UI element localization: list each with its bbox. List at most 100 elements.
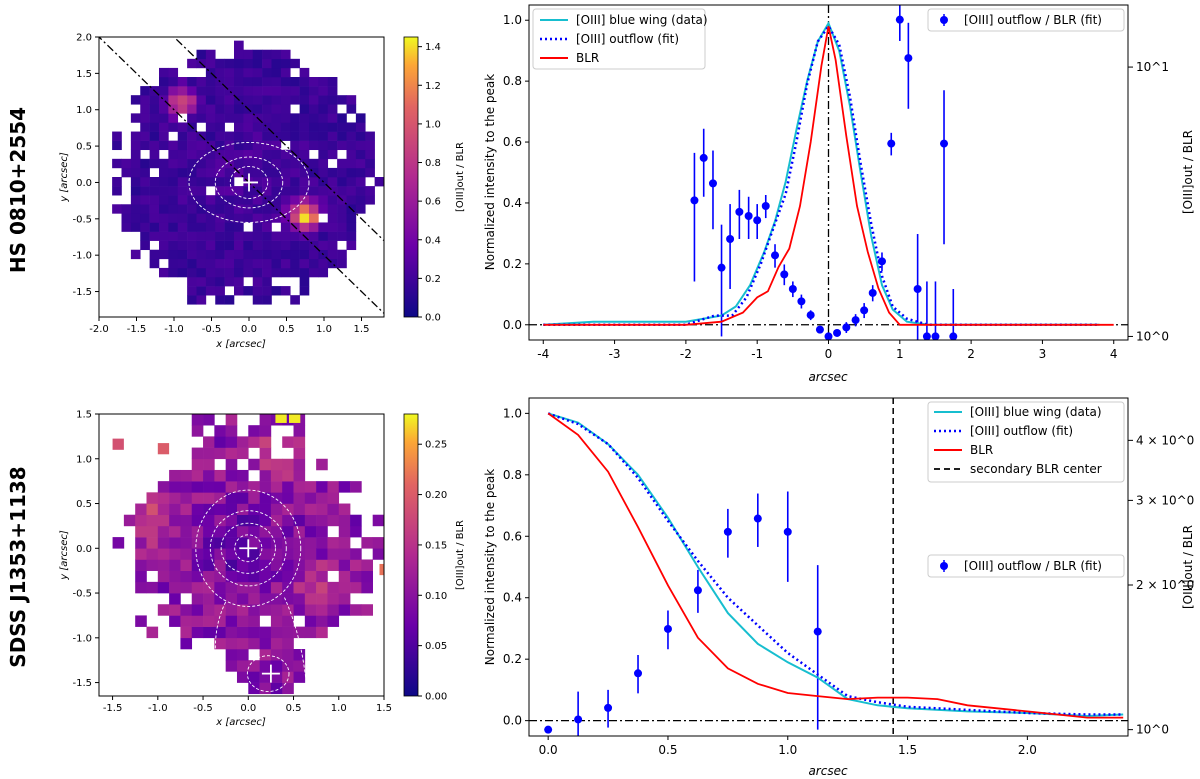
map-top-cut-line: [173, 37, 384, 242]
map-top-pixel: [346, 149, 357, 160]
map-bottom-ytick-label: 1.0: [76, 454, 92, 465]
map-top-pixel: [309, 167, 319, 178]
map-bottom-pixel: [225, 649, 238, 661]
map-bottom-contour: [220, 522, 276, 574]
map-top-pixel: [299, 204, 310, 214]
legend-bottom-label-secondary: secondary BLR center: [970, 462, 1102, 476]
map-top-pixel: [196, 267, 207, 278]
map-top-pixel: [205, 177, 216, 187]
map-top-pixel: [149, 122, 160, 132]
map-bottom-pixel: [270, 604, 283, 616]
map-bottom-pixel: [282, 537, 294, 549]
map-bottom-pixel: [316, 615, 328, 627]
map-bottom-pixel: [146, 559, 159, 571]
map-top-pixel: [205, 258, 216, 269]
map-bottom-ytick-label: -1.0: [72, 633, 92, 644]
map-bottom-pixel: [169, 469, 181, 482]
map-top-pixel: [224, 113, 235, 123]
map-bottom-pixel: [191, 548, 204, 560]
map-top-pixel: [271, 158, 282, 169]
map-bottom-pixel: [157, 581, 170, 594]
map-top-pixel: [177, 213, 188, 223]
map-top-pixel: [318, 195, 329, 205]
map-bottom-pixel: [350, 570, 362, 583]
map-top-pixel: [149, 249, 160, 260]
map-top-pixel: [187, 167, 197, 178]
ratio-point: [797, 297, 806, 306]
xtick-label: -1: [751, 347, 763, 361]
map-bottom-pixel: [214, 514, 226, 527]
map-top-pixel: [309, 131, 319, 141]
map-top-pixel: [168, 249, 179, 260]
map-top-pixel: [365, 195, 375, 205]
map-bottom-pixel: [191, 559, 204, 571]
map-bottom-pixel: [248, 537, 260, 549]
map-bottom-pixel: [350, 481, 362, 493]
map-top-pixel: [187, 140, 197, 151]
map-bottom-pixel: [316, 503, 328, 516]
map-bottom-pixel: [316, 525, 328, 538]
map-bottom-pixel: [270, 682, 283, 695]
map-bottom-pixel: [203, 559, 215, 571]
row-label-top: HS 0810+2554: [6, 107, 30, 273]
map-top-pixel: [196, 77, 207, 87]
map-top-contour: [214, 156, 284, 209]
map-bottom-pixel: [236, 503, 249, 516]
map-bottom-pixel: [203, 537, 215, 549]
map-top-pixel: [234, 195, 244, 205]
legend-bottom-label-blr: BLR: [970, 443, 993, 457]
map-top-pixel: [243, 86, 254, 96]
map-top-pixel: [205, 77, 216, 87]
map-top-pixel: [168, 149, 179, 160]
map-top-pixel: [196, 167, 207, 178]
map-top-pixel: [177, 140, 188, 151]
xtick-label: 1: [896, 347, 904, 361]
map-bottom-xlabel: x [arcsec]: [215, 717, 266, 728]
map-top-pixel: [280, 95, 291, 105]
map-top-pixel: [234, 258, 244, 269]
map-top-pixel: [234, 104, 244, 114]
map-top-pixel: [280, 86, 291, 96]
map-top-pixel: [346, 122, 357, 132]
map-bottom-pixel: [259, 570, 272, 583]
map-top-pixel: [252, 267, 263, 278]
map-bottom-pixel: [316, 537, 328, 549]
map-top-pixel: [271, 267, 282, 278]
map-top-pixel: [309, 267, 319, 278]
map-bottom-pixel: [248, 581, 260, 594]
map-top-pixel: [262, 213, 272, 223]
map-bottom-pixel: [259, 581, 272, 594]
map-top-pixel: [243, 267, 254, 278]
map-bottom-pixel: [270, 649, 283, 661]
map-top-pixel: [271, 58, 282, 69]
map-bottom-pixel: [225, 660, 238, 672]
map-top-pixel: [290, 167, 300, 178]
map-top-pixel: [346, 222, 357, 232]
map-top-pixel: [262, 131, 272, 141]
map-top-pixel: [299, 77, 310, 87]
map-top-pixel: [112, 140, 122, 151]
map-top-pixel: [205, 67, 216, 78]
map-top-pixel: [252, 77, 263, 87]
map-top-pixel: [224, 258, 235, 269]
map-bottom-pixel: [191, 492, 204, 504]
map-bottom-pixel: [259, 469, 272, 482]
map-bottom-pixel: [361, 604, 373, 616]
map-top-pixel: [337, 204, 347, 214]
map-top-pixel: [290, 295, 300, 305]
map-top-pixel: [187, 113, 197, 123]
map-bottom-pixel: [191, 604, 204, 616]
ytick-label: 0.2: [503, 257, 522, 271]
map-bottom-pixel: [203, 414, 215, 426]
map-top-pixel: [130, 131, 141, 141]
map-top-pixel: [327, 195, 338, 205]
ratio-point: [634, 669, 643, 678]
map-top-pixel: [309, 240, 319, 251]
map-bottom-pixel: [259, 626, 272, 639]
map-bottom-pixel: [248, 671, 260, 683]
map-top-pixel: [149, 149, 160, 160]
map-top-pixel: [187, 77, 197, 87]
map-bottom-pixel: [225, 525, 238, 538]
map-bottom-pixel: [180, 559, 193, 571]
map-top-pixel: [149, 95, 160, 105]
